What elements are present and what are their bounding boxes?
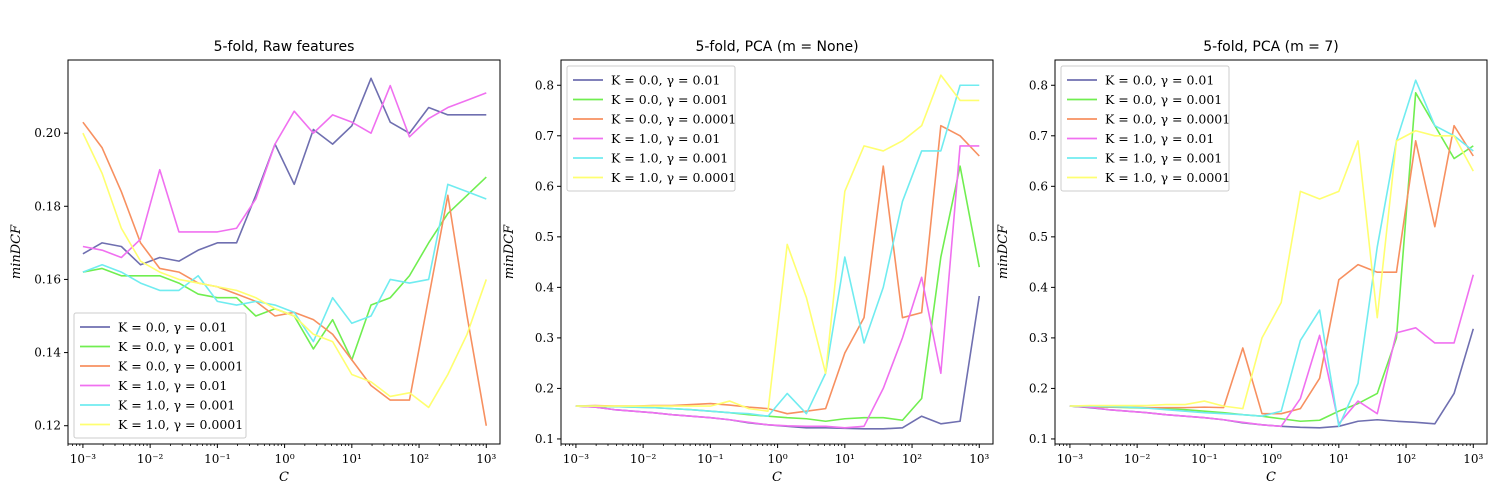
legend-entry: K = 0.0, γ = 0.01 bbox=[118, 320, 227, 335]
x-tick-label: 10⁻² bbox=[1124, 452, 1151, 466]
legend-entry: K = 0.0, γ = 0.001 bbox=[611, 92, 728, 107]
chart-title: 5-fold, Raw features bbox=[214, 39, 355, 55]
x-tick-label: 10⁰ bbox=[275, 452, 295, 466]
x-tick-label: 10¹ bbox=[342, 452, 362, 466]
x-tick-label: 10⁻³ bbox=[70, 452, 97, 466]
x-tick-label: 10³ bbox=[476, 452, 496, 466]
x-axis-label: C bbox=[279, 470, 289, 485]
series-line-4 bbox=[575, 145, 980, 429]
series-line-4 bbox=[1069, 274, 1475, 428]
plot-frame bbox=[1054, 59, 1488, 445]
y-axis-label: minDCF bbox=[9, 224, 24, 279]
x-tick-label: 10⁻¹ bbox=[1191, 452, 1217, 466]
x-tick-label: 10⁻³ bbox=[563, 452, 590, 466]
y-tick-label: 0.5 bbox=[535, 230, 554, 244]
x-tick-label: 10⁻¹ bbox=[204, 452, 230, 466]
series-line-5 bbox=[82, 183, 487, 343]
y-axis-label: minDCF bbox=[996, 224, 1011, 279]
series-line-2 bbox=[575, 165, 981, 423]
y-tick-label: 0.7 bbox=[1029, 129, 1048, 143]
y-tick-label: 0.16 bbox=[34, 272, 61, 286]
chart-title: 5-fold, PCA (m = None) bbox=[695, 39, 858, 55]
legend-entry: K = 1.0, γ = 0.0001 bbox=[118, 417, 243, 432]
legend-entry: K = 0.0, γ = 0.001 bbox=[1105, 92, 1222, 107]
legend-entry: K = 1.0, γ = 0.01 bbox=[118, 378, 227, 393]
series-line-6 bbox=[82, 132, 488, 409]
x-tick-label: 10⁰ bbox=[1262, 452, 1282, 466]
series-line-1 bbox=[82, 77, 487, 266]
series-lines bbox=[1069, 79, 1475, 429]
legend-entry: K = 1.0, γ = 0.001 bbox=[1105, 151, 1222, 166]
y-tick-label: 0.12 bbox=[34, 419, 61, 433]
chart-panel-3: 5-fold, PCA (m = 7) 0.1 0.2 0.3 0.4 0.5 0.6 0.7… bbox=[996, 39, 1488, 485]
plot-frame bbox=[560, 59, 994, 445]
y-tick-label: 0.3 bbox=[1029, 331, 1048, 345]
y-axis-label: minDCF bbox=[502, 224, 517, 279]
y-tick-label: 0.6 bbox=[1029, 179, 1048, 193]
y-tick-label: 0.8 bbox=[535, 78, 554, 92]
legend-entry: K = 1.0, γ = 0.0001 bbox=[611, 170, 736, 185]
x-tick-label: 10⁻¹ bbox=[697, 452, 723, 466]
legend-entry: K = 1.0, γ = 0.001 bbox=[611, 151, 728, 166]
y-tick-label: 0.4 bbox=[1029, 280, 1048, 294]
legend-frame bbox=[566, 65, 736, 192]
y-tick-label: 0.4 bbox=[535, 280, 554, 294]
x-tick-label: 10⁰ bbox=[768, 452, 788, 466]
series-line-5 bbox=[1069, 79, 1474, 428]
x-tick-label: 10⁻² bbox=[630, 452, 657, 466]
y-tick-label: 0.1 bbox=[1029, 432, 1048, 446]
series-lines bbox=[575, 74, 981, 430]
y-tick-label: 0.7 bbox=[535, 129, 554, 143]
chart-title: 5-fold, PCA (m = 7) bbox=[1203, 39, 1338, 55]
series-line-6 bbox=[1069, 129, 1474, 410]
legend-entry: K = 1.0, γ = 0.01 bbox=[1105, 131, 1214, 146]
legend: K = 0.0, γ = 0.01 K = 0.0, γ = 0.001 K = 0… bbox=[73, 312, 247, 439]
y-tick-label: 0.2 bbox=[535, 381, 554, 395]
series-line-1 bbox=[575, 295, 981, 430]
series-line-6 bbox=[575, 74, 980, 412]
legend-entry: K = 0.0, γ = 0.0001 bbox=[118, 359, 243, 374]
x-tick-label: 10³ bbox=[1463, 452, 1483, 466]
x-tick-label: 10² bbox=[1396, 452, 1416, 466]
legend-entry: K = 1.0, γ = 0.01 bbox=[611, 131, 720, 146]
legend-entry: K = 0.0, γ = 0.01 bbox=[1105, 73, 1214, 88]
legend-frame bbox=[1060, 65, 1230, 192]
x-tick-label: 10³ bbox=[969, 452, 989, 466]
legend-entry: K = 0.0, γ = 0.0001 bbox=[1105, 112, 1230, 127]
series-line-4 bbox=[82, 84, 487, 259]
y-tick-label: 0.20 bbox=[34, 126, 61, 140]
legend: K = 0.0, γ = 0.01 K = 0.0, γ = 0.001 K = 0… bbox=[1060, 65, 1230, 192]
series-lines bbox=[82, 77, 488, 426]
chart-panel-2: 5-fold, PCA (m = None) 0.1 0.2 0.3 0.4 0.5 0.6… bbox=[502, 39, 994, 485]
legend-frame bbox=[73, 312, 247, 439]
x-tick-label: 10¹ bbox=[835, 452, 855, 466]
plot-frame bbox=[67, 59, 501, 445]
y-tick-label: 0.2 bbox=[1029, 381, 1048, 395]
x-axis-label: C bbox=[1266, 470, 1276, 485]
x-tick-label: 10⁻² bbox=[137, 452, 164, 466]
y-tick-label: 0.5 bbox=[1029, 230, 1048, 244]
y-tick-label: 0.8 bbox=[1029, 78, 1048, 92]
x-tick-label: 10² bbox=[409, 452, 429, 466]
y-tick-label: 0.18 bbox=[34, 199, 61, 213]
legend-entry: K = 0.0, γ = 0.0001 bbox=[611, 112, 736, 127]
series-line-5 bbox=[575, 84, 980, 418]
y-tick-label: 0.6 bbox=[535, 179, 554, 193]
x-tick-label: 10² bbox=[902, 452, 922, 466]
legend-entry: K = 0.0, γ = 0.01 bbox=[611, 73, 720, 88]
y-tick-label: 0.1 bbox=[535, 432, 554, 446]
legend-entry: K = 0.0, γ = 0.001 bbox=[118, 339, 235, 354]
x-axis-label: C bbox=[772, 470, 782, 485]
legend-entry: K = 1.0, γ = 0.001 bbox=[118, 398, 235, 413]
series-line-3 bbox=[82, 121, 488, 426]
y-tick-label: 0.3 bbox=[535, 331, 554, 345]
x-tick-label: 10¹ bbox=[1329, 452, 1349, 466]
chart-panel-1: 5-fold, Raw features 0.12 0.14 0.16 0.18 0.20… bbox=[9, 39, 501, 485]
legend-entry: K = 1.0, γ = 0.0001 bbox=[1105, 170, 1230, 185]
x-tick-label: 10⁻³ bbox=[1057, 452, 1084, 466]
y-tick-label: 0.14 bbox=[34, 346, 61, 360]
legend: K = 0.0, γ = 0.01 K = 0.0, γ = 0.001 K = 0… bbox=[566, 65, 736, 192]
